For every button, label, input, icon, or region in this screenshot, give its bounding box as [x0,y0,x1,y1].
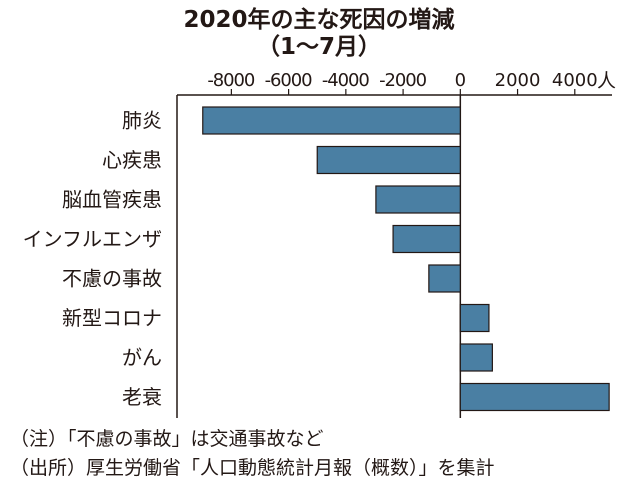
category-label: インフルエンザ [23,227,162,251]
category-label: 肺炎 [122,109,162,133]
bar [316,145,461,175]
bar [428,264,461,293]
chart-title: 2020年の主な死因の増減 [183,7,455,33]
x-tick-label: -8000 [207,70,255,91]
category-label: 脳血管疾患 [62,188,162,212]
category-label: 心疾患 [102,148,162,172]
x-tick-label: -4000 [322,70,370,91]
bar [459,303,490,333]
x-unit-label: 人 [597,70,616,92]
category-label: がん [122,346,162,370]
x-tick-label: 2000 [495,70,541,91]
category-label: 不慮の事故 [62,267,162,291]
x-tick-label: -2000 [379,70,427,91]
bar [459,382,610,412]
bar [392,224,461,254]
x-tick-label: 4000 [552,70,598,91]
footnote: （注）「不慮の事故」は交通事故など [10,428,324,450]
source-note: （出所）厚生労働省「人口動態統計月報（概数）」を集計 [10,457,495,479]
x-tick-label: -6000 [265,70,313,91]
x-tick-label: 0 [455,70,466,91]
bar [459,343,493,372]
bar [202,106,461,135]
bar [375,185,461,214]
category-label: 新型コロナ [62,306,162,330]
chart-subtitle: （1〜7月） [256,34,381,60]
category-label: 老衰 [122,385,162,409]
